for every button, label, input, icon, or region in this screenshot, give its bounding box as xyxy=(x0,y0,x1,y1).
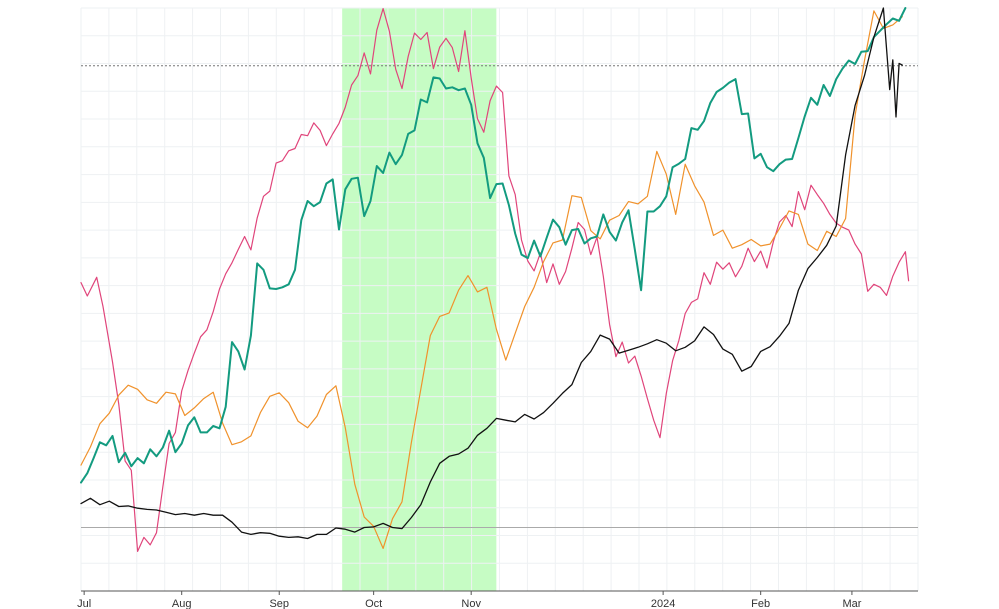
x-tick-label: Feb xyxy=(751,598,770,609)
x-tick-label: Sep xyxy=(269,598,289,609)
series-line-4 xyxy=(80,7,903,540)
x-axis xyxy=(81,590,918,595)
series-line-1 xyxy=(80,8,910,552)
series-layer xyxy=(80,7,910,552)
x-tick-label: 2024 xyxy=(651,598,675,609)
x-tick-label: Jul xyxy=(77,598,91,609)
highlight-band-layer xyxy=(342,8,497,591)
x-tick-label: Oct xyxy=(365,598,382,609)
highlight-band xyxy=(342,8,497,591)
x-tick-label: Mar xyxy=(842,598,861,609)
x-tick-labels: JulAugSepOctNovDec2024FebMar xyxy=(77,598,862,609)
series-line-2 xyxy=(80,10,903,549)
grid-layer xyxy=(80,7,919,592)
x-tick-label: Nov xyxy=(461,598,481,609)
x-tick-label: Aug xyxy=(172,598,192,609)
series-line-3 xyxy=(80,7,907,484)
reference-lines-layer xyxy=(81,65,918,528)
